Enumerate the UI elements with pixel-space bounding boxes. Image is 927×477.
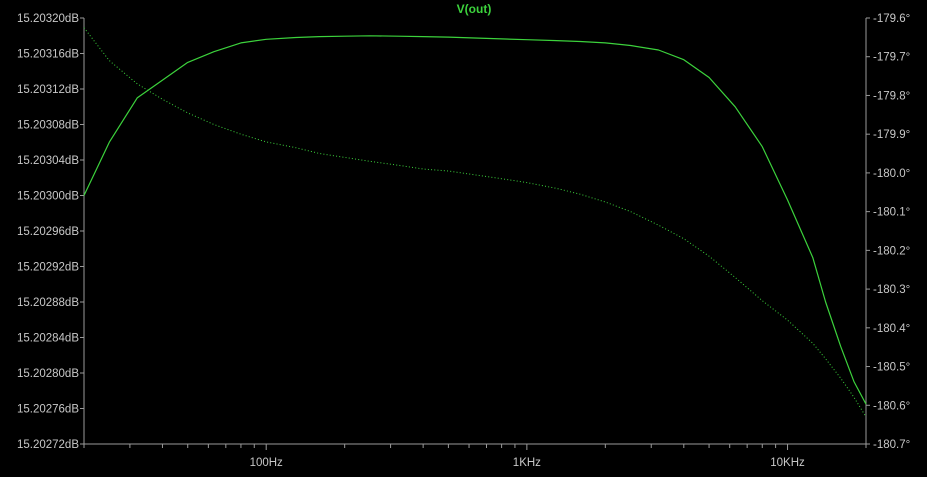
right-tick-label: -180.6° [873,400,910,412]
right-tick-label: -179.7° [873,52,910,64]
x-tick-label: 100Hz [250,457,283,469]
right-tick-label: -179.9° [873,129,910,141]
x-tick-label: 1KHz [513,457,541,469]
left-tick-label: 15.20308dB [17,120,79,132]
left-tick-label: 15.20312dB [17,84,79,96]
left-tick-label: 15.20288dB [17,297,79,309]
right-tick-label: -180.5° [873,362,910,374]
left-tick-label: 15.20276dB [17,404,79,416]
left-tick-label: 15.20292dB [17,262,79,274]
right-tick-label: -180.2° [873,245,910,257]
phase-series-line [83,27,867,418]
chart-title: V(out) [457,2,492,16]
left-tick-label: 15.20304dB [17,155,79,167]
left-tick-label: 15.20300dB [17,191,79,203]
right-tick-label: -180.1° [873,207,910,219]
right-tick-label: -179.8° [873,90,910,102]
right-tick-label: -179.6° [873,13,910,25]
left-tick-label: 15.20320dB [17,13,79,25]
left-tick-label: 15.20296dB [17,226,79,238]
magnitude-series-line [83,35,867,405]
right-tick-label: -180.0° [873,168,910,180]
left-tick-label: 15.20284dB [17,333,79,345]
left-tick-label: 15.20316dB [17,49,79,61]
right-tick-label: -180.3° [873,284,910,296]
left-tick-label: 15.20280dB [17,368,79,380]
x-tick-label: 10KHz [770,457,805,469]
right-tick-label: -180.4° [873,323,910,335]
left-tick-label: 15.20272dB [17,439,79,451]
right-tick-label: -180.7° [873,439,910,451]
